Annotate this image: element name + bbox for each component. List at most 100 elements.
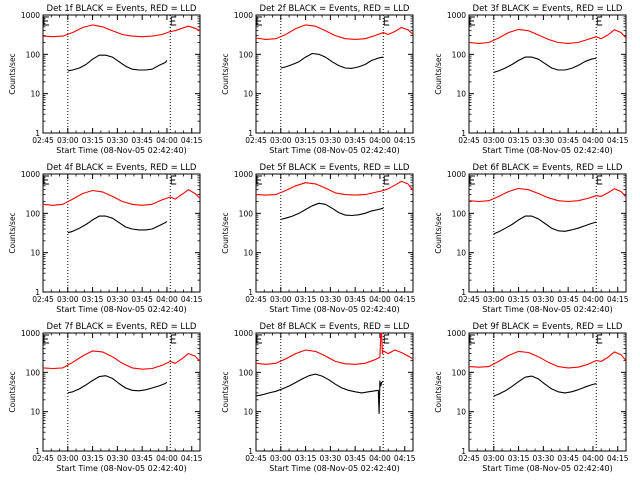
y-tick-label: 10	[30, 90, 40, 99]
chart-panel-8: Det 8f BLACK = Events, RED = LLD 1 10 100 10…	[221, 322, 416, 473]
x-tick-label: 03:45	[131, 295, 153, 304]
series-line-events	[280, 52, 384, 69]
y-tick-label: 1	[248, 447, 253, 456]
e-marker	[596, 175, 603, 185]
y-tick-label: 1000	[447, 329, 466, 338]
x-tick-label: 04:00	[156, 454, 178, 463]
x-tick-label: 02:45	[458, 136, 480, 145]
x-tick-label: 03:45	[344, 454, 366, 463]
x-tick-label: 03:45	[557, 136, 579, 145]
chart-title: Det 8f BLACK = Events, RED = LLD	[260, 322, 410, 332]
x-tick-label: 03:00	[270, 295, 292, 304]
series-line-lld	[255, 180, 414, 196]
plot-frame	[255, 14, 414, 134]
x-tick-label: 04:15	[181, 295, 203, 304]
x-tick-label: 03:15	[82, 295, 104, 304]
x-tick-label: 04:15	[394, 295, 416, 304]
series-line-lld	[468, 187, 627, 203]
x-tick-label: 04:00	[369, 454, 391, 463]
y-tick-label: 100	[452, 368, 467, 377]
y-tick-label: 100	[239, 368, 254, 377]
series-line-lld	[468, 350, 627, 369]
y-tick-label: 1000	[21, 170, 40, 179]
y-tick-label: 1	[461, 129, 466, 138]
plot-frame	[255, 332, 414, 452]
chart-title: Det 1f BLACK = Events, RED = LLD	[47, 4, 197, 14]
x-tick-label: 03:45	[131, 136, 153, 145]
y-tick-label: 10	[30, 249, 40, 258]
x-tick-label: 02:45	[245, 295, 267, 304]
x-tick-label: 03:30	[533, 136, 555, 145]
y-tick-label: 1000	[234, 11, 253, 20]
e-marker	[383, 334, 390, 344]
y-tick-label: 10	[456, 249, 466, 258]
e-marker	[43, 175, 49, 185]
chart-title: Det 6f BLACK = Events, RED = LLD	[473, 163, 623, 173]
y-tick-label: 1000	[234, 329, 253, 338]
x-tick-label: 02:45	[458, 454, 480, 463]
x-tick-label: 03:00	[483, 295, 505, 304]
x-tick-label: 03:15	[295, 454, 317, 463]
series-line-lld	[468, 28, 627, 44]
series-line-events	[67, 215, 168, 234]
x-axis-label: Start Time (08-Nov-05 02:42:40)	[56, 146, 186, 155]
series-line-events	[67, 375, 168, 394]
x-tick-label: 04:00	[369, 136, 391, 145]
plot-frame	[468, 332, 627, 452]
e-marker	[469, 334, 475, 344]
plot-frame	[468, 14, 627, 134]
y-axis-label: Counts/sec	[434, 53, 443, 94]
y-tick-label: 10	[30, 408, 40, 417]
plot-frame	[42, 173, 201, 293]
e-marker	[256, 16, 262, 26]
plot-frame	[42, 332, 201, 452]
y-tick-label: 10	[243, 90, 253, 99]
x-tick-label: 04:15	[394, 136, 416, 145]
y-tick-label: 1000	[447, 11, 466, 20]
x-tick-label: 04:00	[156, 295, 178, 304]
x-tick-label: 04:00	[582, 295, 604, 304]
x-tick-label: 03:00	[57, 454, 79, 463]
x-tick-label: 04:15	[181, 136, 203, 145]
y-axis-label: Counts/sec	[434, 371, 443, 412]
e-marker	[43, 16, 49, 26]
e-marker	[596, 16, 603, 26]
x-tick-label: 02:45	[32, 295, 54, 304]
y-tick-label: 100	[452, 209, 467, 218]
chart-panel-2: Det 2f BLACK = Events, RED = LLD 1 10 100 10…	[221, 4, 416, 155]
x-tick-label: 03:00	[57, 136, 79, 145]
e-marker	[469, 16, 475, 26]
x-tick-label: 04:15	[607, 295, 629, 304]
series-line-events	[493, 215, 597, 235]
e-marker	[170, 16, 177, 26]
e-marker	[256, 175, 262, 185]
y-tick-label: 1	[35, 447, 40, 456]
x-tick-label: 03:45	[344, 136, 366, 145]
plot-frame	[42, 14, 201, 134]
x-tick-label: 03:30	[107, 295, 129, 304]
y-axis-label: Counts/sec	[221, 371, 230, 412]
y-tick-label: 1000	[234, 170, 253, 179]
x-tick-label: 03:00	[483, 454, 505, 463]
x-axis-label: Start Time (08-Nov-05 02:42:40)	[56, 464, 186, 473]
x-axis-label: Start Time (08-Nov-05 02:42:40)	[482, 464, 612, 473]
plot-frame	[468, 173, 627, 293]
chart-panel-6: Det 6f BLACK = Events, RED = LLD 1 10 100 10…	[434, 163, 629, 314]
y-tick-label: 1000	[21, 329, 40, 338]
x-tick-label: 04:00	[582, 136, 604, 145]
x-tick-label: 03:30	[107, 136, 129, 145]
y-tick-label: 100	[26, 368, 41, 377]
y-tick-label: 1	[35, 129, 40, 138]
x-tick-label: 04:15	[394, 454, 416, 463]
x-axis-label: Start Time (08-Nov-05 02:42:40)	[482, 146, 612, 155]
series-line-events	[280, 202, 384, 220]
x-axis-label: Start Time (08-Nov-05 02:42:40)	[482, 305, 612, 314]
chart-title: Det 7f BLACK = Events, RED = LLD	[47, 322, 197, 332]
x-tick-label: 03:30	[320, 454, 342, 463]
x-tick-label: 04:00	[369, 295, 391, 304]
y-tick-label: 100	[26, 50, 41, 59]
y-tick-label: 1	[248, 129, 253, 138]
y-axis-label: Counts/sec	[221, 212, 230, 253]
y-tick-label: 1	[461, 447, 466, 456]
e-marker	[383, 175, 390, 185]
